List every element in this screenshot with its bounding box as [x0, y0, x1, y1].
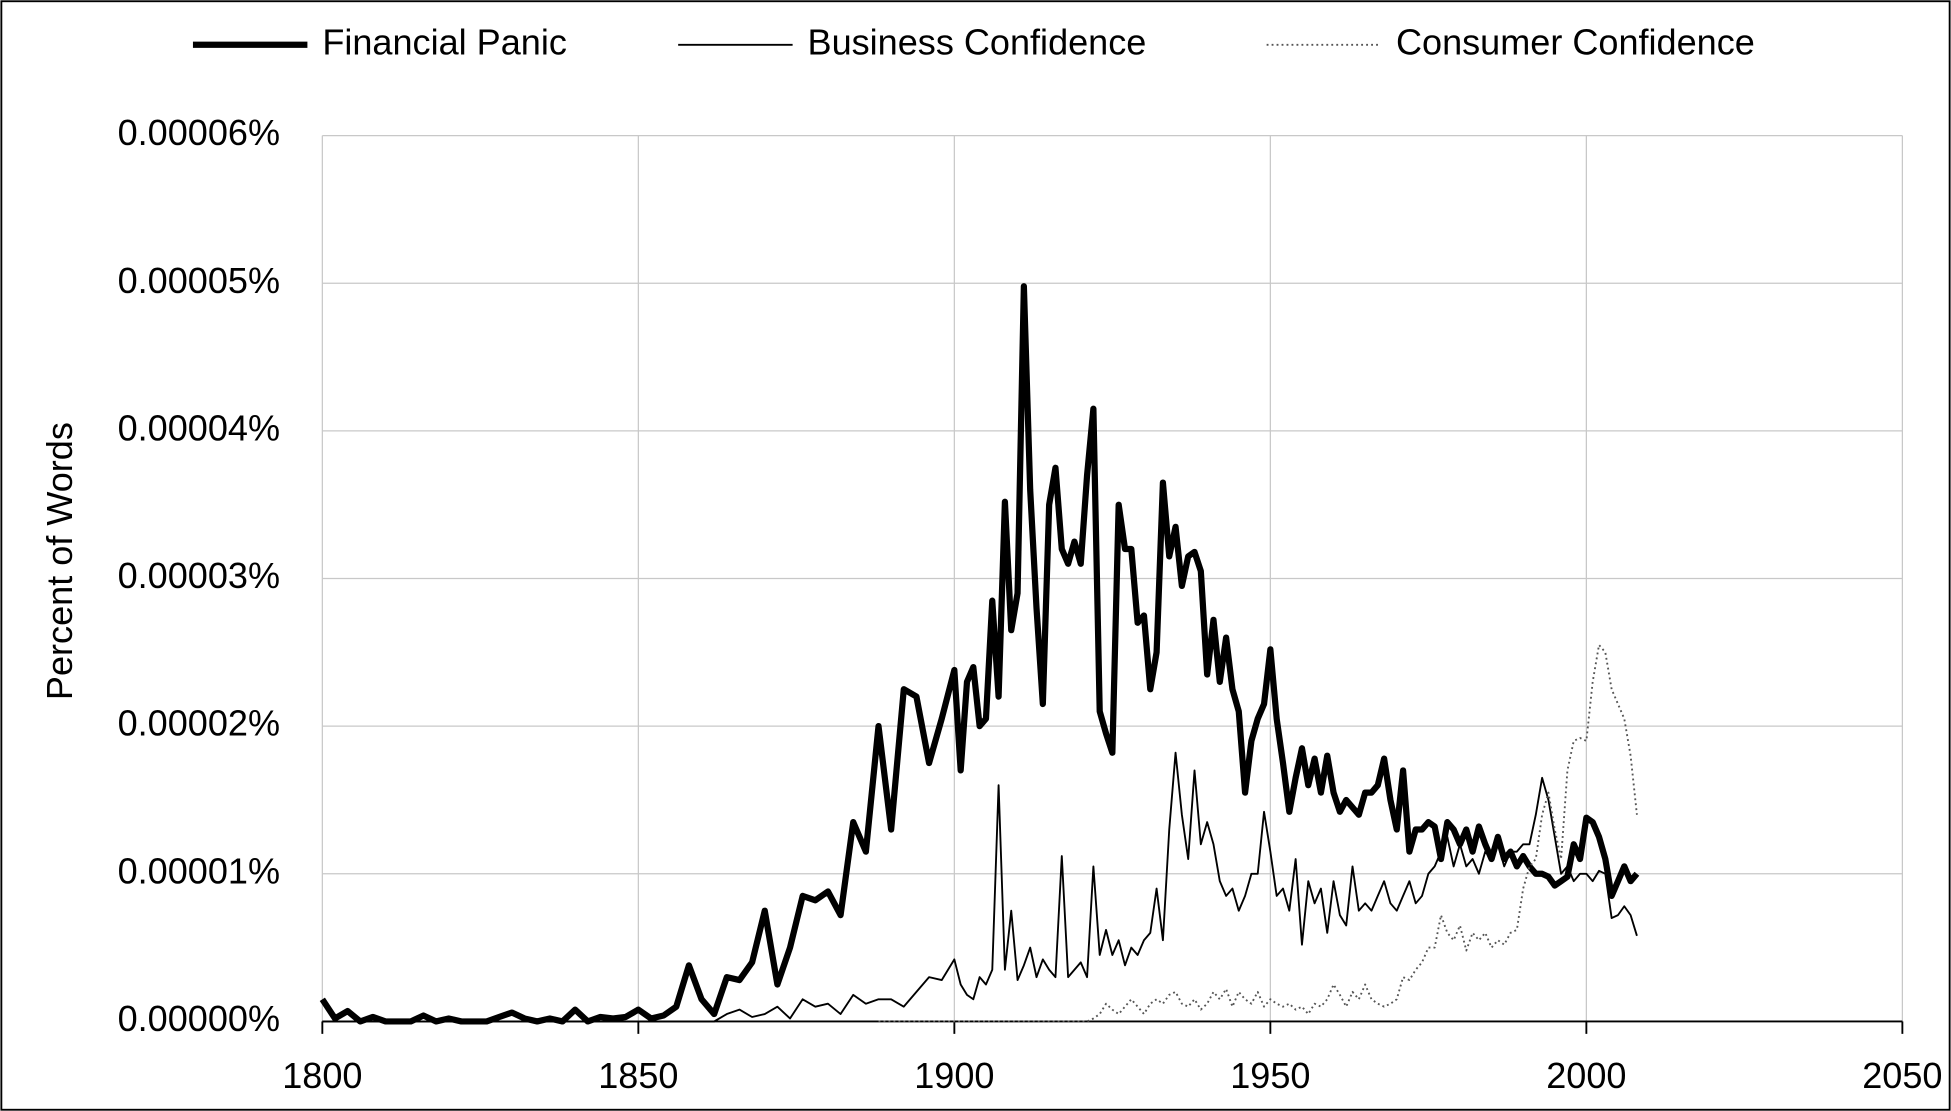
x-tick-label: 1900: [914, 1055, 994, 1096]
y-tick-label: 0.00004%: [118, 407, 280, 448]
x-tick-label: 2000: [1546, 1055, 1626, 1096]
legend-label: Consumer Confidence: [1396, 21, 1755, 62]
y-tick-label: 0.00005%: [118, 260, 280, 301]
x-tick-label: 1850: [598, 1055, 678, 1096]
legend-label: Business Confidence: [808, 21, 1147, 62]
y-tick-label: 0.00001%: [118, 850, 280, 891]
x-tick-label: 1950: [1230, 1055, 1310, 1096]
y-tick-label: 0.00000%: [118, 998, 280, 1039]
series-line: [322, 751, 1638, 1023]
series-line: [319, 283, 1640, 1025]
y-axis-label: Percent of Words: [39, 422, 80, 700]
x-tick-label: 2050: [1862, 1055, 1942, 1096]
y-tick-label: 0.00002%: [118, 703, 280, 744]
legend-label: Financial Panic: [322, 21, 567, 62]
x-tick-label: 1800: [282, 1055, 362, 1096]
y-tick-label: 0.00006%: [118, 112, 280, 153]
y-tick-label: 0.00003%: [118, 555, 280, 596]
